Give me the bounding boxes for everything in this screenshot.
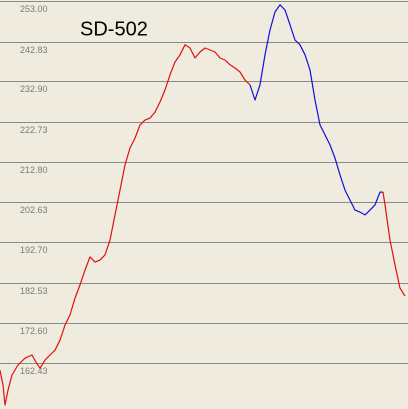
y-tick-label: 182.53	[20, 286, 48, 296]
lines	[0, 4, 406, 406]
y-tick-label: 202.63	[20, 205, 48, 215]
y-tick-label: 172.60	[20, 326, 48, 336]
y-tick-label: 222.73	[20, 125, 48, 135]
series-line	[249, 4, 383, 216]
y-tick-label: 162.43	[20, 366, 48, 376]
y-tick-label: 232.90	[20, 84, 48, 94]
y-tick-label: 253.00	[20, 4, 48, 14]
y-tick-label: 212.80	[20, 165, 48, 175]
series-line	[0, 44, 406, 406]
y-tick-label: 192.70	[20, 245, 48, 255]
y-tick-label: 242.83	[20, 45, 48, 55]
grid: 253.00 242.83 232.90 222.73 212.80 202.63 192.…	[0, 1, 408, 376]
chart-title: SD-502	[80, 18, 148, 40]
